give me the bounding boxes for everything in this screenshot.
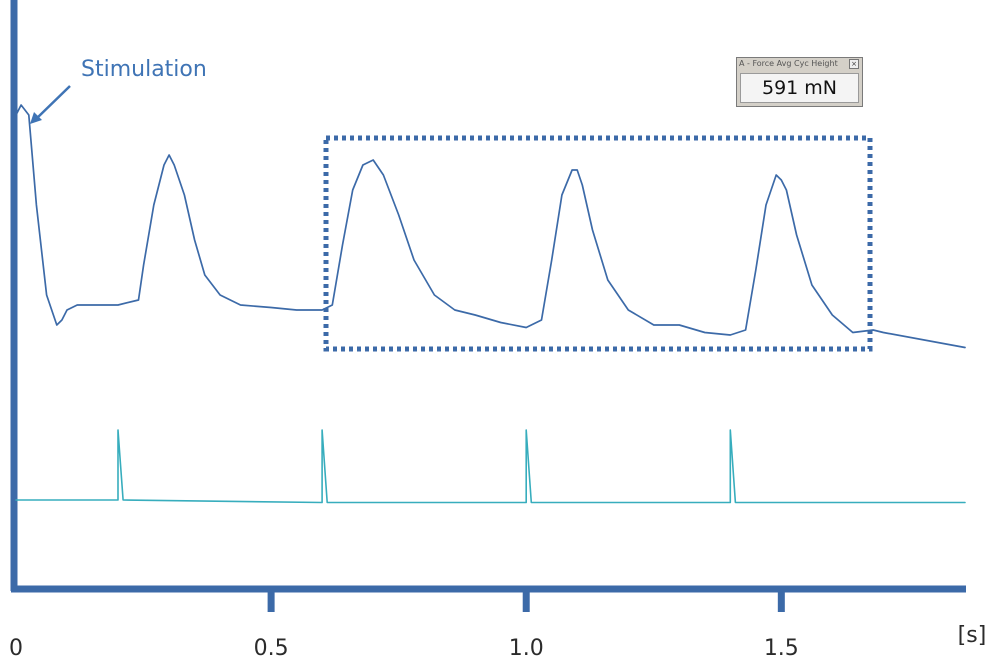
widget-readout-value: 591 mN [740, 73, 859, 103]
x-tick-label: 1.5 [764, 636, 799, 658]
force-trace-line [15, 104, 966, 349]
stimulation-pulse-line [15, 429, 966, 504]
stimulation-arrow-line [35, 85, 71, 120]
stimulation-label: Stimulation [81, 57, 207, 82]
stimulation-arrow-head [30, 112, 42, 124]
x-unit-label: [s] [958, 623, 987, 648]
widget-titlebar[interactable]: A - Force Avg Cyc Height × [737, 58, 862, 69]
widget-title: A - Force Avg Cyc Height [739, 59, 838, 68]
x-tick-label: 0.5 [254, 636, 289, 658]
close-icon[interactable]: × [849, 59, 859, 69]
x-tick-label: 1.0 [509, 636, 544, 658]
x-tick-label: 0 [9, 636, 23, 658]
force-avg-cycle-height-widget[interactable]: A - Force Avg Cyc Height × 591 mN [736, 57, 863, 107]
highlight-window-box [323, 135, 873, 352]
